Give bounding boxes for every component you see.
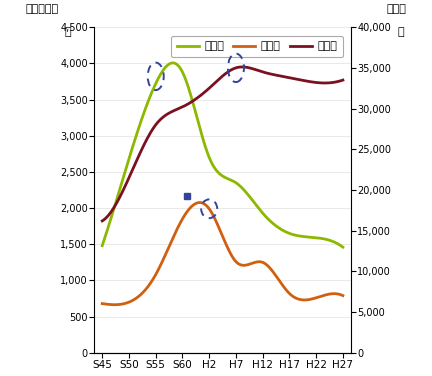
Legend: 小学生, 中学生, 町人口: 小学生, 中学生, 町人口 — [171, 36, 343, 57]
Text: 人: 人 — [397, 27, 404, 37]
Text: 町人口: 町人口 — [387, 4, 407, 14]
Text: 小・中学生: 小・中学生 — [25, 4, 58, 14]
Text: 人: 人 — [64, 27, 71, 37]
